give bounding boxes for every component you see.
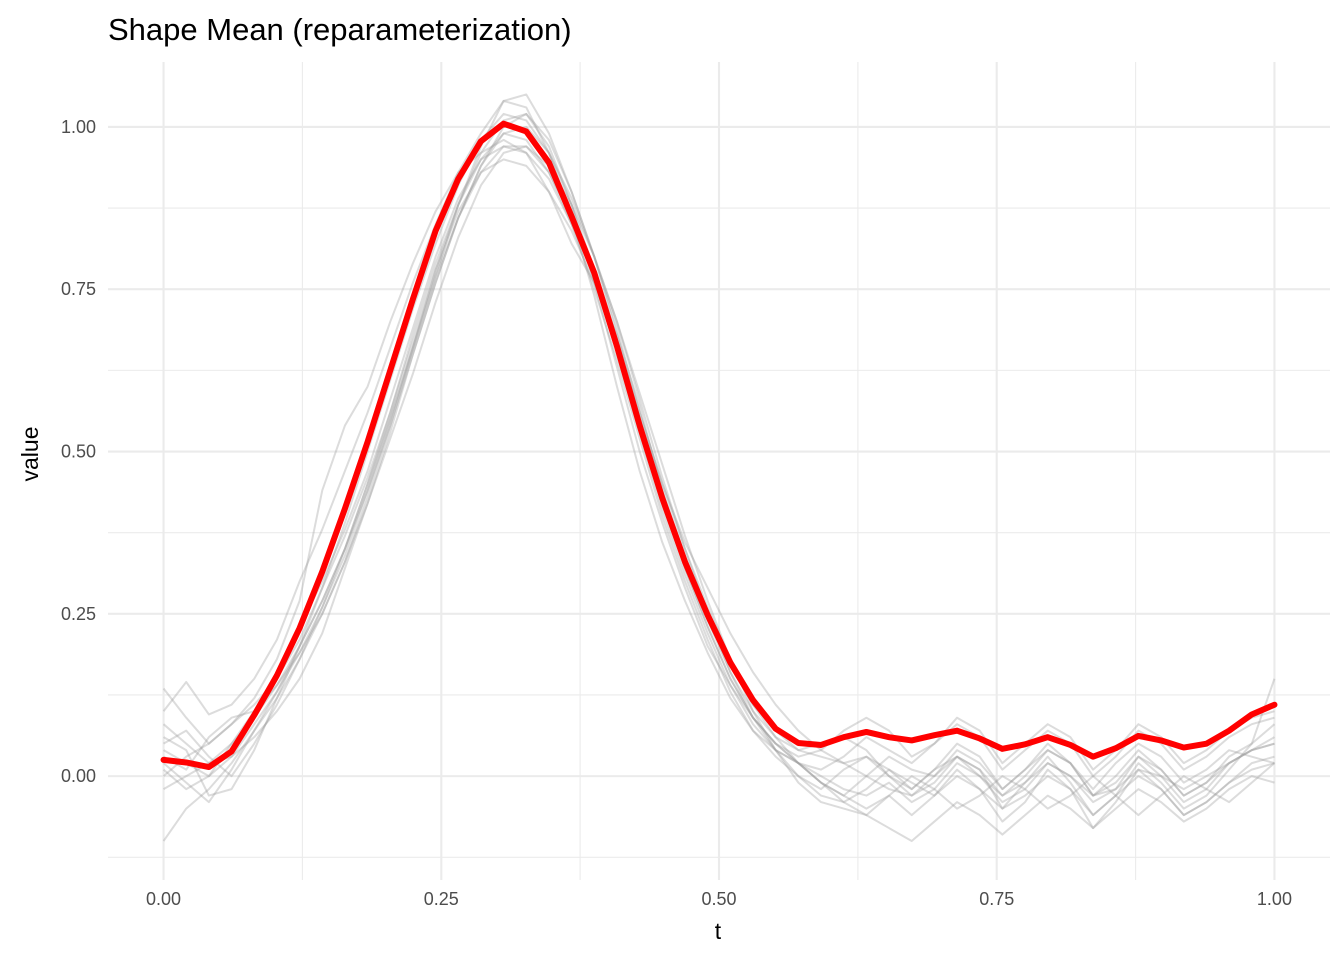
sample-curve (162, 93, 1275, 804)
sample-curve (163, 112, 1275, 771)
mean-curve (160, 120, 1278, 771)
x-axis-title: t (715, 918, 722, 944)
x-tick-label: 0.50 (701, 889, 736, 909)
x-tick-label: 0.75 (979, 889, 1014, 909)
y-axis-title: value (17, 427, 43, 482)
sample-curve (162, 158, 1275, 804)
sample-curve (163, 132, 1275, 797)
y-axis-tick-labels: 0.00 0.25 0.50 0.75 1.00 (61, 117, 96, 786)
sample-curve (162, 112, 1276, 804)
y-tick-label: 0.50 (61, 442, 96, 462)
sample-curve (162, 145, 1276, 817)
x-tick-label: 0.25 (424, 889, 459, 909)
sample-curves (162, 93, 1276, 843)
sample-curve (162, 145, 1275, 843)
x-tick-label: 0.00 (146, 889, 181, 909)
mean-curve-group (160, 120, 1278, 771)
sample-curve (163, 99, 1275, 830)
x-tick-label: 1.00 (1257, 889, 1292, 909)
y-tick-label: 1.00 (61, 117, 96, 137)
x-axis-tick-labels: 0.00 0.25 0.50 0.75 1.00 (146, 889, 1292, 909)
y-tick-label: 0.75 (61, 279, 96, 299)
y-tick-label: 0.00 (61, 766, 96, 786)
chart-title: Shape Mean (reparameterization) (108, 12, 572, 47)
sample-curve (162, 112, 1275, 778)
y-tick-label: 0.25 (61, 604, 96, 624)
